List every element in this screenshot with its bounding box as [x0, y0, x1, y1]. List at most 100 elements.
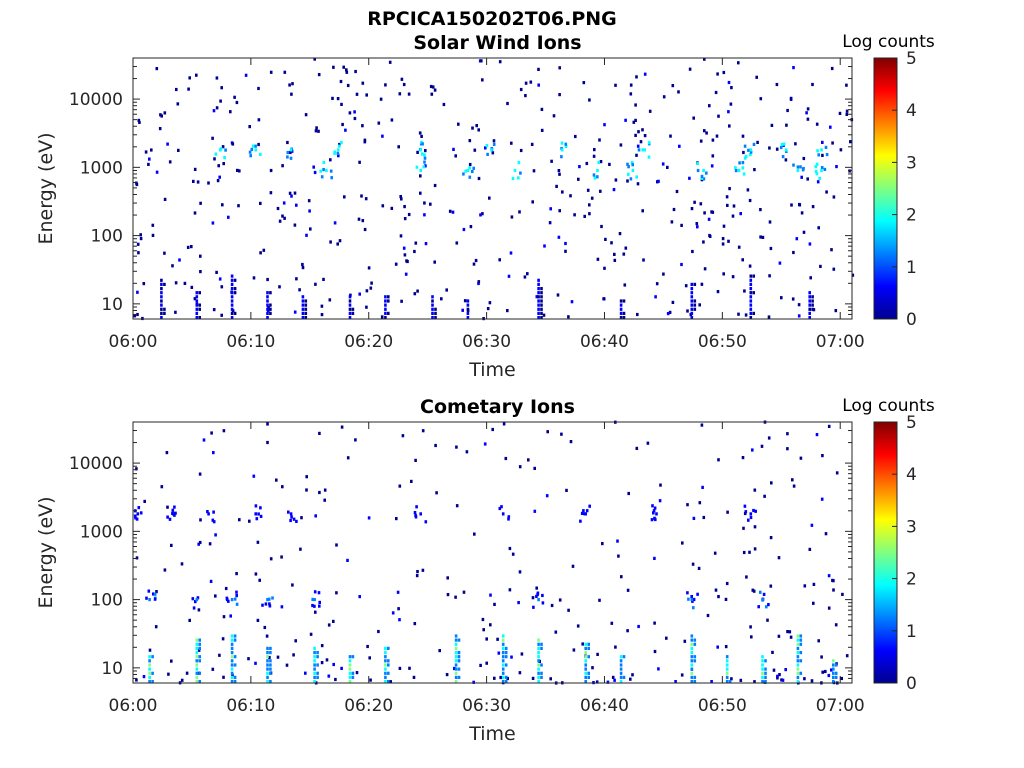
heatmap-cell [626, 629, 629, 633]
heatmap-cell [218, 653, 221, 657]
heatmap-cell [619, 680, 623, 684]
heatmap-cell [725, 667, 729, 671]
heatmap-cell [753, 547, 757, 551]
heatmap-cell [749, 150, 753, 154]
heatmap-cell [537, 282, 540, 286]
heatmap-cell [384, 316, 387, 320]
heatmap-cell [290, 92, 293, 96]
heatmap-cell [693, 642, 697, 646]
heatmap-cell [379, 97, 383, 101]
heatmap-cell [190, 245, 193, 249]
heatmap-cell [168, 517, 172, 521]
heatmap-cell [414, 241, 418, 245]
heatmap-cell [537, 303, 540, 307]
heatmap-cell [739, 212, 742, 216]
heatmap-cell [728, 187, 731, 191]
heatmap-cell [671, 300, 675, 304]
heatmap-cell [493, 676, 496, 680]
heatmap-cell [595, 680, 599, 684]
heatmap-cell [540, 291, 543, 295]
heatmap-cell [564, 249, 567, 253]
heatmap-cell [690, 655, 694, 659]
heatmap-cell [775, 147, 779, 151]
heatmap-cell [280, 605, 284, 609]
heatmap-cell [761, 667, 764, 671]
heatmap-cell [230, 646, 234, 650]
heatmap-cell [561, 190, 564, 194]
heatmap-cell [537, 316, 540, 320]
heatmap-cell [781, 678, 785, 682]
heatmap-cell [266, 667, 269, 671]
heatmap-cell [199, 201, 202, 205]
heatmap-cell [353, 116, 357, 121]
heatmap-cell [792, 250, 795, 255]
heatmap-cell [700, 282, 704, 286]
heatmap-cell [792, 163, 795, 167]
heatmap-cell [233, 663, 237, 667]
heatmap-cell [730, 86, 733, 90]
heatmap-cell [230, 634, 234, 638]
heatmap-cell [424, 164, 427, 168]
heatmap-cell [259, 201, 262, 205]
panel-title: Solar Wind Ions [413, 32, 581, 54]
heatmap-cell [301, 307, 305, 311]
heatmap-cell [148, 659, 151, 663]
heatmap-cell [768, 146, 771, 150]
heatmap-cell [584, 646, 587, 650]
heatmap-cell [317, 73, 321, 77]
heatmap-cell [313, 655, 316, 659]
heatmap-cell [749, 512, 753, 516]
heatmap-cell [193, 167, 197, 171]
heatmap-cell [288, 83, 291, 87]
heatmap-cell [585, 509, 589, 513]
heatmap-cell [332, 65, 335, 69]
heatmap-cell [283, 216, 286, 220]
heatmap-cell [180, 562, 184, 566]
heatmap-cell [387, 680, 390, 684]
heatmap-cell [834, 309, 838, 313]
heatmap-cell [832, 267, 836, 271]
heatmap-cell [582, 509, 585, 513]
heatmap-cell [737, 312, 740, 316]
heatmap-cell [624, 246, 628, 250]
heatmap-cell [690, 667, 694, 671]
heatmap-cell [498, 60, 502, 64]
heatmap-cell [666, 165, 669, 169]
heatmap-cell [472, 166, 475, 170]
heatmap-cell [556, 293, 560, 297]
heatmap-cell [808, 242, 812, 246]
heatmap-cell [318, 600, 321, 604]
heatmap-cell [614, 645, 617, 649]
heatmap-cell [680, 673, 684, 677]
heatmap-cell [727, 80, 731, 85]
heatmap-cell [800, 211, 804, 215]
heatmap-cell [384, 655, 387, 659]
heatmap-cell [472, 680, 475, 684]
heatmap-cell [802, 230, 806, 234]
heatmap-cell [348, 671, 352, 675]
heatmap-cell [269, 311, 272, 315]
heatmap-cell [403, 253, 407, 257]
heatmap-cell [757, 605, 760, 609]
heatmap-cell [238, 518, 241, 522]
heatmap-cell [545, 494, 549, 498]
heatmap-cell [537, 299, 540, 303]
heatmap-cell [338, 144, 341, 148]
heatmap-cell [314, 282, 317, 286]
heatmap-cell [307, 199, 311, 203]
colorbar: Log counts 0 1 2 3 4 5 [842, 396, 935, 694]
heatmap-cell [587, 642, 590, 646]
heatmap-cell [777, 634, 781, 638]
heatmap-cell [766, 618, 769, 622]
heatmap-cell [269, 667, 272, 671]
heatmap-cell [519, 87, 523, 92]
colorbar-tick-label: 0 [906, 674, 917, 694]
heatmap-cell [160, 282, 163, 286]
heatmap-cell [293, 191, 297, 195]
heatmap-cell [681, 541, 684, 545]
x-axis-label: Time [468, 359, 516, 381]
heatmap-cell [830, 66, 834, 71]
heatmap-cell [192, 179, 195, 183]
heatmap-cell [211, 136, 214, 140]
heatmap-cell [537, 287, 540, 291]
